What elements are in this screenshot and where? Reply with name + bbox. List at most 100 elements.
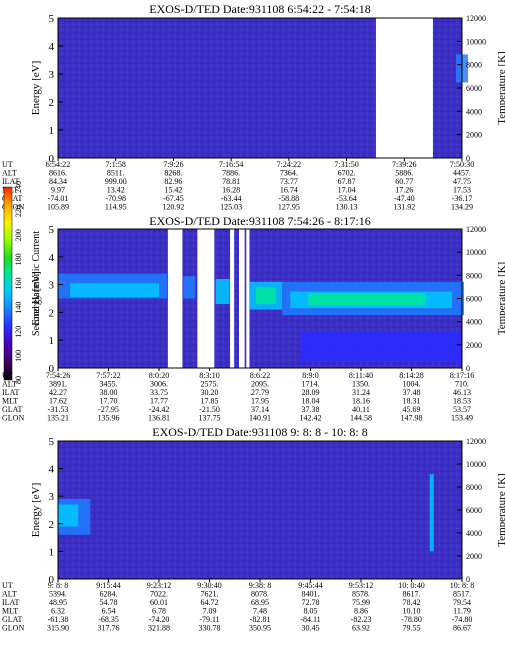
- table-cell: -78.80: [401, 615, 422, 624]
- orbit-info-table: UTALTILATMLTGLATGLON7:54:263891.42.2717.…: [2, 368, 474, 423]
- table-cell: 350.95: [249, 624, 271, 633]
- table-cell: 17.95: [251, 397, 269, 406]
- table-cell: 127.95: [278, 203, 300, 212]
- intensity-patch: [183, 276, 196, 299]
- data-gap: [375, 18, 433, 158]
- table-cell: 38.00: [100, 388, 118, 397]
- panel-title: EXOS-D/TED Date:931108 6:54:22 - 7:54:18: [149, 2, 371, 16]
- colorbar-label: Second Harmonic Current: [31, 231, 42, 336]
- data-gap: [246, 229, 250, 368]
- y-right-tick-label: 2000: [466, 341, 482, 350]
- table-cell: 6284.: [100, 590, 118, 599]
- y-right-tick-label: 2000: [466, 131, 482, 140]
- table-cell: 10: 8: 8: [450, 581, 474, 590]
- intensity-patch: [255, 287, 277, 305]
- y-right-tick-label: 6000: [466, 84, 482, 93]
- table-cell: -21.50: [199, 405, 220, 414]
- y-right-tick-label: 8000: [466, 483, 482, 492]
- y-tick-label: 2: [49, 97, 55, 109]
- y-tick-label: 3: [49, 69, 55, 81]
- table-cell: 54.78: [100, 598, 118, 607]
- y-right-tick-label: 12000: [466, 225, 486, 234]
- table-cell: 9:53:12: [349, 581, 373, 590]
- data-gap: [167, 229, 183, 368]
- table-cell: 9: 8: 8: [48, 581, 68, 590]
- table-cell: 17.62: [49, 397, 67, 406]
- y-right-tick-label: 10000: [466, 37, 486, 46]
- table-cell: 147.98: [401, 414, 423, 423]
- table-cell: 30.20: [201, 388, 219, 397]
- table-row-label: GLON: [2, 624, 24, 633]
- table-cell: 6.32: [51, 607, 65, 616]
- table-cell: -36.17: [452, 194, 473, 203]
- data-gap: [197, 229, 215, 368]
- table-cell: 315.90: [47, 624, 69, 633]
- table-cell: 710.: [455, 380, 469, 389]
- table-cell: 8:9:0: [302, 371, 318, 380]
- y-right-tick-label: 8000: [466, 271, 482, 280]
- table-cell: 31.24: [352, 388, 370, 397]
- table-cell: 8268.: [164, 169, 182, 178]
- orbit-info-table: UTALTILATMLTGLATGLON6:54:228616.84.349.9…: [2, 158, 474, 212]
- data-gap: [230, 229, 235, 368]
- table-cell: 15.42: [164, 186, 182, 195]
- table-cell: 82.96: [164, 177, 182, 186]
- y-tick-label: 5: [49, 13, 55, 25]
- panel-title: EXOS-D/TED Date:931108 9: 8: 8 - 10: 8: …: [152, 425, 368, 439]
- table-cell: 8:0:20: [149, 371, 169, 380]
- intensity-patch: [70, 283, 159, 298]
- y-right-axis-label: Temperature [K]: [496, 262, 505, 335]
- table-cell: 6702.: [338, 169, 356, 178]
- table-cell: 47.75: [453, 177, 471, 186]
- table-cell: 114.95: [105, 203, 127, 212]
- table-cell: 7:1:58: [105, 160, 125, 169]
- table-cell: 78.42: [403, 598, 421, 607]
- colorbar: 80 100 120 140 160 180 200 220 240 Second Harmoni…: [3, 181, 42, 384]
- y-axis-label: Energy [eV]: [30, 271, 42, 325]
- table-cell: 7.48: [253, 607, 267, 616]
- y-tick-label: 3: [49, 280, 55, 292]
- table-cell: 7.09: [203, 607, 217, 616]
- table-row-label: ILAT: [2, 388, 19, 397]
- table-row-label: ALT: [2, 380, 17, 389]
- y-tick-label: 5: [49, 224, 55, 236]
- table-cell: 10.10: [403, 607, 421, 616]
- y-tick-label: 1: [49, 546, 55, 558]
- table-cell: 134.29: [451, 203, 473, 212]
- colorbar-tick-label: 140: [14, 302, 23, 314]
- table-cell: 999.00: [105, 177, 127, 186]
- table-cell: 33.75: [150, 388, 168, 397]
- table-cell: 3891.: [49, 380, 67, 389]
- table-row-label: ILAT: [2, 598, 19, 607]
- table-cell: -79.11: [199, 615, 219, 624]
- table-cell: 30.45: [302, 624, 320, 633]
- table-cell: 60.01: [150, 598, 168, 607]
- table-cell: 7:16:54: [219, 160, 243, 169]
- table-cell: 46.13: [453, 388, 471, 397]
- spectrogram-background: [58, 441, 462, 579]
- table-cell: 73.77: [280, 177, 298, 186]
- table-cell: 7364.: [280, 169, 298, 178]
- y-right-axis-label: Temperature [K]: [496, 51, 505, 124]
- table-cell: 10: 0:40: [398, 581, 424, 590]
- colorbar-tick-label: 80: [14, 376, 23, 384]
- intensity-patch: [429, 474, 434, 552]
- table-row-label: ALT: [2, 169, 17, 178]
- table-cell: 17.26: [395, 186, 413, 195]
- table-cell: 8:17:16: [450, 371, 474, 380]
- y-right-tick-label: 12000: [466, 14, 486, 23]
- table-cell: 6.54: [102, 607, 116, 616]
- y-right-tick-label: 6000: [466, 295, 482, 304]
- table-cell: -68.35: [98, 615, 119, 624]
- y-tick-label: 2: [49, 307, 55, 319]
- table-cell: 9:23:12: [147, 581, 171, 590]
- y-right-tick-label: 2000: [466, 552, 482, 561]
- table-cell: 8:6:22: [250, 371, 270, 380]
- table-cell: 72.78: [302, 598, 320, 607]
- y-right-tick-label: 4000: [466, 529, 482, 538]
- y-tick-label: 4: [49, 252, 55, 264]
- table-cell: 27.79: [251, 388, 269, 397]
- table-cell: 3006.: [150, 380, 168, 389]
- table-cell: 1004.: [403, 380, 421, 389]
